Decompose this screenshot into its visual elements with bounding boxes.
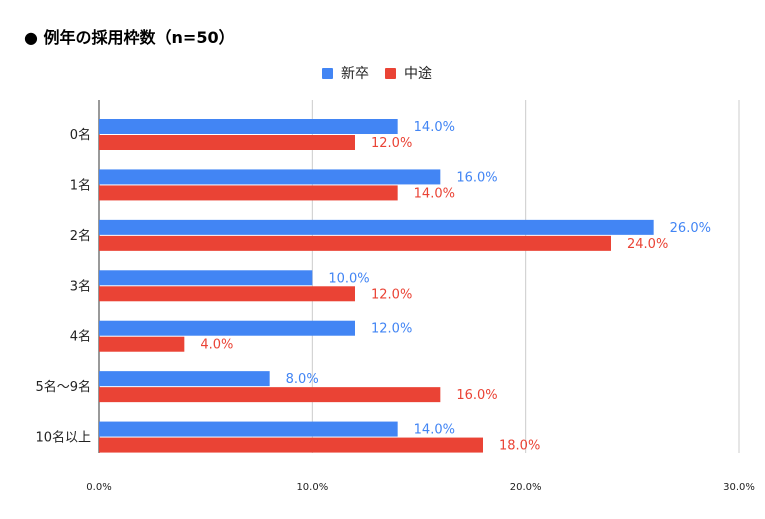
data-label-shinsotsu-3: 10.0% — [328, 271, 369, 286]
bar-chuto-2 — [99, 235, 611, 251]
data-label-chuto-2: 24.0% — [627, 237, 668, 252]
data-label-shinsotsu-2: 26.0% — [670, 221, 711, 236]
data-label-chuto-4: 4.0% — [200, 338, 233, 353]
legend-swatch-shinsotsu — [322, 67, 333, 79]
bar-shinsotsu-6 — [99, 421, 398, 437]
bar-shinsotsu-5 — [99, 371, 270, 387]
x-tick-label-2: 20.0% — [510, 482, 542, 493]
bar-chuto-0 — [99, 135, 355, 150]
legend-label-shinsotsu: 新卒 — [341, 66, 369, 82]
x-tick-label-3: 30.0% — [723, 482, 755, 493]
data-label-shinsotsu-4: 12.0% — [371, 322, 412, 337]
chart-title: ● 例年の採用枠数（n=50） — [24, 28, 235, 47]
bar-chuto-4 — [99, 336, 185, 352]
bar-shinsotsu-0 — [99, 119, 398, 134]
bar-chuto-3 — [99, 286, 355, 302]
bar-chuto-1 — [99, 185, 398, 201]
legend-label-chuto: 中途 — [404, 66, 432, 82]
bar-shinsotsu-4 — [99, 320, 355, 336]
category-label-2: 2名 — [70, 228, 91, 244]
category-label-0: 0名 — [70, 127, 91, 143]
legend: 新卒 中途 — [322, 63, 448, 83]
bar-shinsotsu-3 — [99, 270, 313, 286]
data-label-chuto-6: 18.0% — [499, 439, 540, 454]
category-label-5: 5名〜9名 — [35, 379, 91, 395]
x-tick-label-0: 0.0% — [86, 482, 111, 493]
data-label-chuto-5: 16.0% — [456, 388, 497, 403]
category-label-6: 10名以上 — [35, 430, 91, 446]
bar-chuto-6 — [99, 437, 483, 453]
bar-shinsotsu-2 — [99, 219, 654, 235]
legend-swatch-chuto — [385, 67, 396, 79]
x-tick-label-1: 10.0% — [296, 482, 328, 493]
category-label-1: 1名 — [70, 177, 91, 193]
data-label-chuto-1: 14.0% — [414, 186, 455, 201]
legend-item-shinsotsu: 新卒 — [322, 63, 369, 83]
data-label-shinsotsu-0: 14.0% — [414, 120, 455, 135]
category-label-4: 4名 — [70, 329, 91, 345]
data-label-shinsotsu-1: 16.0% — [456, 170, 497, 185]
data-label-chuto-3: 12.0% — [371, 287, 412, 302]
category-label-3: 3名 — [70, 278, 91, 294]
data-label-shinsotsu-6: 14.0% — [414, 423, 455, 438]
data-label-chuto-0: 12.0% — [371, 136, 412, 151]
bar-chuto-5 — [99, 387, 441, 403]
bar-shinsotsu-1 — [99, 169, 441, 185]
legend-item-chuto: 中途 — [385, 63, 432, 83]
data-label-shinsotsu-5: 8.0% — [286, 372, 319, 387]
